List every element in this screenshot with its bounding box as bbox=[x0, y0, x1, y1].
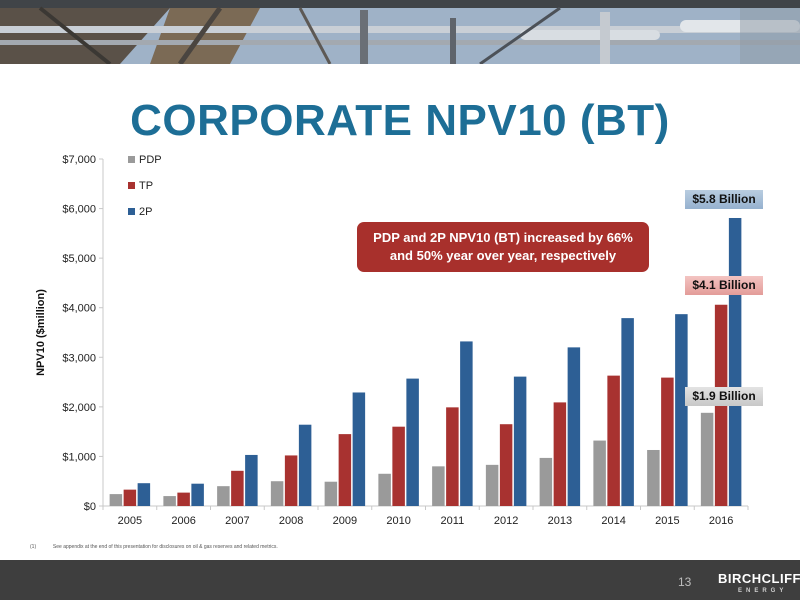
bar-2p-2005 bbox=[137, 483, 151, 506]
x-tick-label: 2006 bbox=[171, 515, 195, 527]
bar-tp-2015 bbox=[661, 377, 674, 506]
bar-pdp-2006 bbox=[163, 496, 176, 506]
header-banner-image bbox=[0, 0, 800, 64]
footnote-mark: (1) bbox=[30, 544, 37, 550]
chart-bars bbox=[109, 217, 742, 506]
footnote: (1) See appendix at the end of this pres… bbox=[30, 544, 278, 550]
legend-swatch-pdp bbox=[128, 156, 135, 163]
bar-tp-2006 bbox=[177, 492, 190, 506]
company-logo-subtitle: ENERGY bbox=[738, 588, 788, 594]
bar-tp-2014 bbox=[607, 375, 620, 506]
bar-pdp-2016 bbox=[700, 412, 714, 506]
bar-2p-2012 bbox=[513, 376, 527, 506]
company-logo-wordmark: BIRCHCLIFF bbox=[718, 571, 800, 586]
bar-2p-2010 bbox=[406, 378, 419, 506]
x-tick-label: 2009 bbox=[333, 515, 357, 527]
legend-swatch-tp bbox=[128, 182, 135, 189]
y-tick-label: $5,000 bbox=[62, 253, 96, 265]
bar-2p-2011 bbox=[460, 341, 473, 506]
bar-pdp-2005 bbox=[109, 494, 123, 506]
y-axis-title: NPV10 ($million) bbox=[35, 289, 47, 376]
industrial-pipes-photo bbox=[0, 0, 800, 64]
bar-pdp-2012 bbox=[485, 464, 499, 506]
bar-pdp-2009 bbox=[324, 481, 338, 506]
bar-pdp-2007 bbox=[217, 486, 230, 506]
bar-pdp-2014 bbox=[593, 440, 606, 506]
y-tick-label: $3,000 bbox=[62, 352, 96, 364]
value-label-pdp: $1.9 Billion bbox=[685, 387, 763, 406]
bar-tp-2008 bbox=[284, 455, 298, 506]
x-tick-label: 2010 bbox=[386, 515, 410, 527]
bar-tp-2013 bbox=[553, 402, 567, 506]
bar-2p-2016 bbox=[728, 217, 742, 506]
y-tick-label: $6,000 bbox=[62, 204, 96, 216]
y-tick-label: $7,000 bbox=[62, 154, 96, 166]
value-label-2p: $5.8 Billion bbox=[685, 190, 763, 209]
bar-tp-2010 bbox=[392, 426, 405, 506]
footnote-text: See appendix at the end of this presenta… bbox=[52, 544, 278, 550]
bar-tp-2007 bbox=[231, 470, 244, 506]
bar-2p-2014 bbox=[621, 318, 634, 506]
npv10-bar-chart: $0 $1,000 $2,000 $3,000 $4,000 $5,000 $6,000 $7… bbox=[35, 154, 749, 527]
slide-title: CORPORATE NPV10 (BT) bbox=[130, 96, 670, 145]
legend-label-tp: TP bbox=[139, 180, 153, 192]
chart-axes: $0 $1,000 $2,000 $3,000 $4,000 $5,000 $6,000 $7… bbox=[35, 154, 749, 527]
y-tick-label: $1,000 bbox=[62, 451, 96, 463]
x-tick-label: 2016 bbox=[709, 515, 733, 527]
bar-2p-2007 bbox=[245, 454, 258, 506]
bar-2p-2009 bbox=[352, 392, 366, 506]
bar-tp-2005 bbox=[123, 489, 137, 506]
bar-tp-2011 bbox=[446, 407, 459, 506]
y-tick-label: $2,000 bbox=[62, 402, 96, 414]
x-tick-label: 2015 bbox=[655, 515, 679, 527]
chart-legend: PDP TP 2P bbox=[128, 154, 162, 218]
bar-2p-2006 bbox=[191, 483, 204, 506]
bar-2p-2015 bbox=[675, 314, 688, 506]
legend-swatch-2p bbox=[128, 208, 135, 215]
bar-pdp-2008 bbox=[270, 481, 284, 506]
bar-pdp-2013 bbox=[539, 457, 553, 506]
bar-tp-2009 bbox=[338, 434, 352, 506]
bar-pdp-2011 bbox=[432, 466, 445, 506]
callout-box: PDP and 2P NPV10 (BT) increased by 66% a… bbox=[357, 222, 649, 272]
footer-bar: 13 BIRCHCLIFF ENERGY bbox=[0, 560, 800, 600]
legend-label-2p: 2P bbox=[139, 206, 152, 218]
y-tick-label: $4,000 bbox=[62, 303, 96, 315]
bar-2p-2013 bbox=[567, 347, 581, 506]
x-tick-label: 2012 bbox=[494, 515, 518, 527]
bar-2p-2008 bbox=[298, 424, 312, 506]
value-label-tp: $4.1 Billion bbox=[685, 276, 763, 295]
x-tick-label: 2008 bbox=[279, 515, 303, 527]
x-tick-label: 2013 bbox=[548, 515, 572, 527]
bar-tp-2012 bbox=[499, 424, 513, 506]
bar-pdp-2010 bbox=[378, 473, 391, 506]
page-number: 13 bbox=[678, 575, 692, 589]
x-tick-label: 2005 bbox=[118, 515, 142, 527]
y-tick-label: $0 bbox=[84, 501, 96, 513]
legend-label-pdp: PDP bbox=[139, 154, 162, 166]
x-tick-label: 2014 bbox=[601, 515, 625, 527]
x-tick-label: 2011 bbox=[441, 515, 465, 527]
x-tick-label: 2007 bbox=[225, 515, 249, 527]
bar-pdp-2015 bbox=[647, 449, 660, 506]
